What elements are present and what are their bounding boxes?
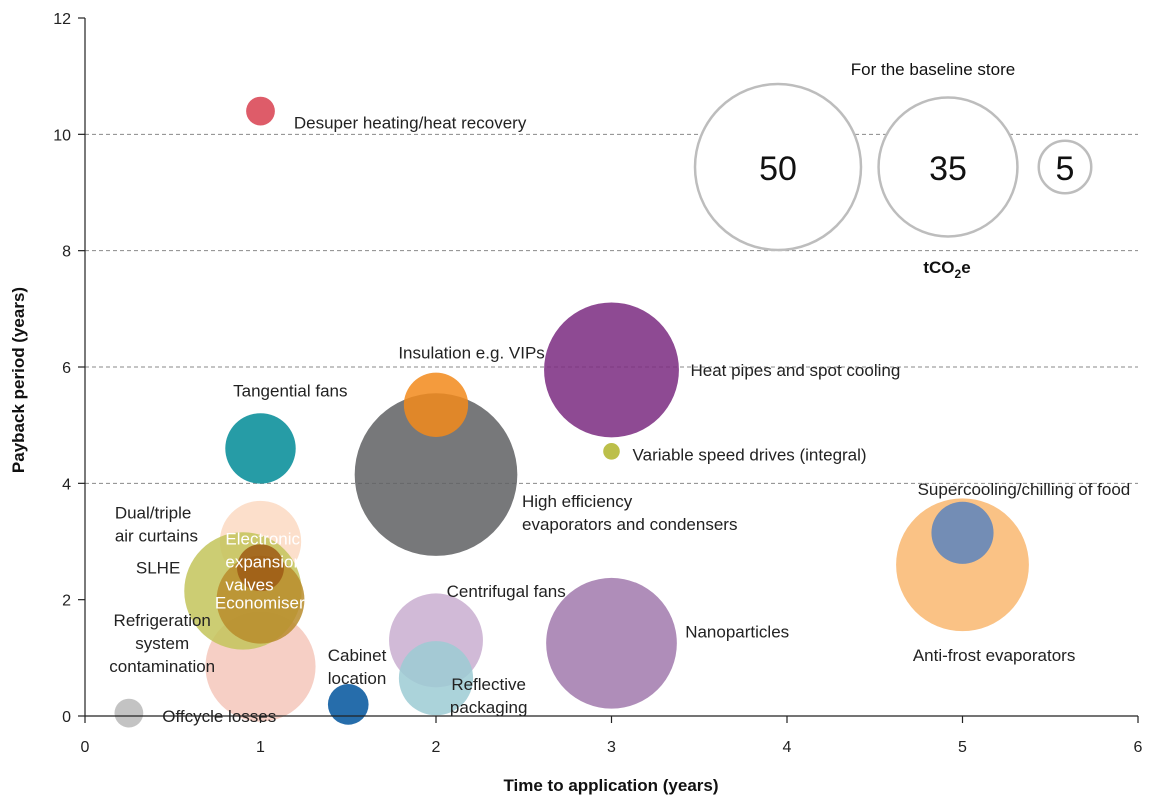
bubble-label: Reflective packaging <box>450 675 528 717</box>
size-legend: For the baseline store tCO2e 50 35 5 <box>693 60 1093 281</box>
bubble-label-line: High efficiency <box>522 492 633 511</box>
bubble-label-line: Tangential fans <box>233 381 347 400</box>
bubble <box>354 393 518 556</box>
bubble <box>237 544 284 592</box>
bubble-label: SLHE <box>136 559 180 578</box>
y-tick-label: 6 <box>62 360 71 377</box>
x-tick-label: 2 <box>432 739 441 756</box>
bubble <box>216 555 305 644</box>
bubble-label-line: Insulation e.g. VIPs <box>398 343 544 362</box>
bubble-label-line: packaging <box>450 698 528 717</box>
bubble-label-line: Desuper heating/heat recovery <box>294 114 527 133</box>
bubble <box>398 641 474 716</box>
bubble-label: Electronic expansion valves <box>225 530 303 595</box>
bubble-label-line: Reflective <box>451 675 526 694</box>
legend-title: For the baseline store <box>851 60 1015 79</box>
bubble-label: Dual/triple air curtains <box>115 503 198 545</box>
bubble <box>225 413 296 484</box>
bubble <box>327 684 369 725</box>
bubble-label-line: Anti-frost evaporators <box>913 646 1076 665</box>
y-tick-label: 4 <box>62 476 71 493</box>
bubble-label: Heat pipes and spot cooling <box>690 361 900 380</box>
bubble-label-line: valves <box>225 576 273 595</box>
bubble-label: Cabinet location <box>328 646 387 688</box>
bubble-label: High efficiency evaporators and condenser… <box>522 492 737 534</box>
legend-size-circle <box>693 82 863 252</box>
x-tick-label: 4 <box>783 739 792 756</box>
y-tick-label: 10 <box>53 127 71 144</box>
y-axis-title: Payback period (years) <box>9 287 28 473</box>
bubble-label-line: Offcycle losses <box>162 707 276 726</box>
x-tick-label: 5 <box>958 739 967 756</box>
bubble-label-line: Economisers <box>215 594 313 613</box>
bubble-label: Economisers <box>215 594 313 613</box>
y-tick-label: 2 <box>62 593 71 610</box>
bubble-label-line: location <box>328 669 387 688</box>
bubble-label: Insulation e.g. VIPs <box>398 343 544 362</box>
bubble <box>546 577 677 709</box>
bubble <box>544 302 679 438</box>
bubble-label-line: evaporators and condensers <box>522 515 737 534</box>
bubble-label-line: Variable speed drives (integral) <box>633 445 867 464</box>
bubble-label: Offcycle losses <box>162 707 276 726</box>
bubble-label-line: SLHE <box>136 559 180 578</box>
legend-unit-subscript: 2 <box>955 267 962 281</box>
legend-unit-suffix: e <box>961 258 970 277</box>
legend-size-label: 5 <box>1056 150 1075 188</box>
bubble <box>896 498 1029 632</box>
bubble <box>931 501 994 564</box>
bubble-label: Variable speed drives (integral) <box>633 445 867 464</box>
bubble-label-line: Cabinet <box>328 646 387 665</box>
bubble-label: Tangential fans <box>233 381 347 400</box>
x-tick-label: 6 <box>1134 739 1143 756</box>
bubble-label: Nanoparticles <box>685 623 789 642</box>
x-tick-label: 0 <box>81 739 90 756</box>
bubble <box>114 698 144 728</box>
bubble <box>603 443 620 460</box>
y-tick-label: 12 <box>53 11 71 28</box>
legend-size-circle <box>1037 139 1093 195</box>
bubble <box>246 96 275 126</box>
bubble-label-line: contamination <box>109 657 215 676</box>
legend-size-label: 50 <box>759 150 797 188</box>
legend-unit: tCO2e <box>923 258 970 281</box>
bubble-label-line: Dual/triple <box>115 503 192 522</box>
bubbles <box>114 96 1029 728</box>
bubble-label-line: Centrifugal fans <box>447 582 566 601</box>
legend-size-label: 35 <box>929 150 967 188</box>
bubble-label-line: Nanoparticles <box>685 623 789 642</box>
bubble-label: Anti-frost evaporators <box>913 646 1076 665</box>
bubble-label-line: Electronic <box>225 530 300 549</box>
bubble-label-line: Refrigeration <box>114 611 211 630</box>
bubble-label-line: Supercooling/chilling of food <box>918 480 1131 499</box>
bubble-label: Centrifugal fans <box>447 582 566 601</box>
bubble-label-line: Heat pipes and spot cooling <box>690 361 900 380</box>
bubble-label: Refrigeration system contamination <box>109 611 215 676</box>
bubble-label: Desuper heating/heat recovery <box>294 114 527 133</box>
x-tick-label: 3 <box>607 739 616 756</box>
x-axis-title: Time to application (years) <box>503 776 718 795</box>
bubble-label-line: system <box>135 634 189 653</box>
bubble-label: Supercooling/chilling of food <box>918 480 1131 499</box>
bubble-labels: Desuper heating/heat recovery Insulation … <box>109 114 1130 726</box>
y-tick-label: 8 <box>62 244 71 261</box>
legend-size-circle <box>877 96 1019 238</box>
y-tick-label: 0 <box>62 709 71 726</box>
bubble-label-line: expansion <box>225 553 303 572</box>
x-tick-label: 1 <box>256 739 265 756</box>
bubble-label-line: air curtains <box>115 526 198 545</box>
legend-unit-text: tCO <box>923 258 954 277</box>
bubble <box>403 372 469 437</box>
